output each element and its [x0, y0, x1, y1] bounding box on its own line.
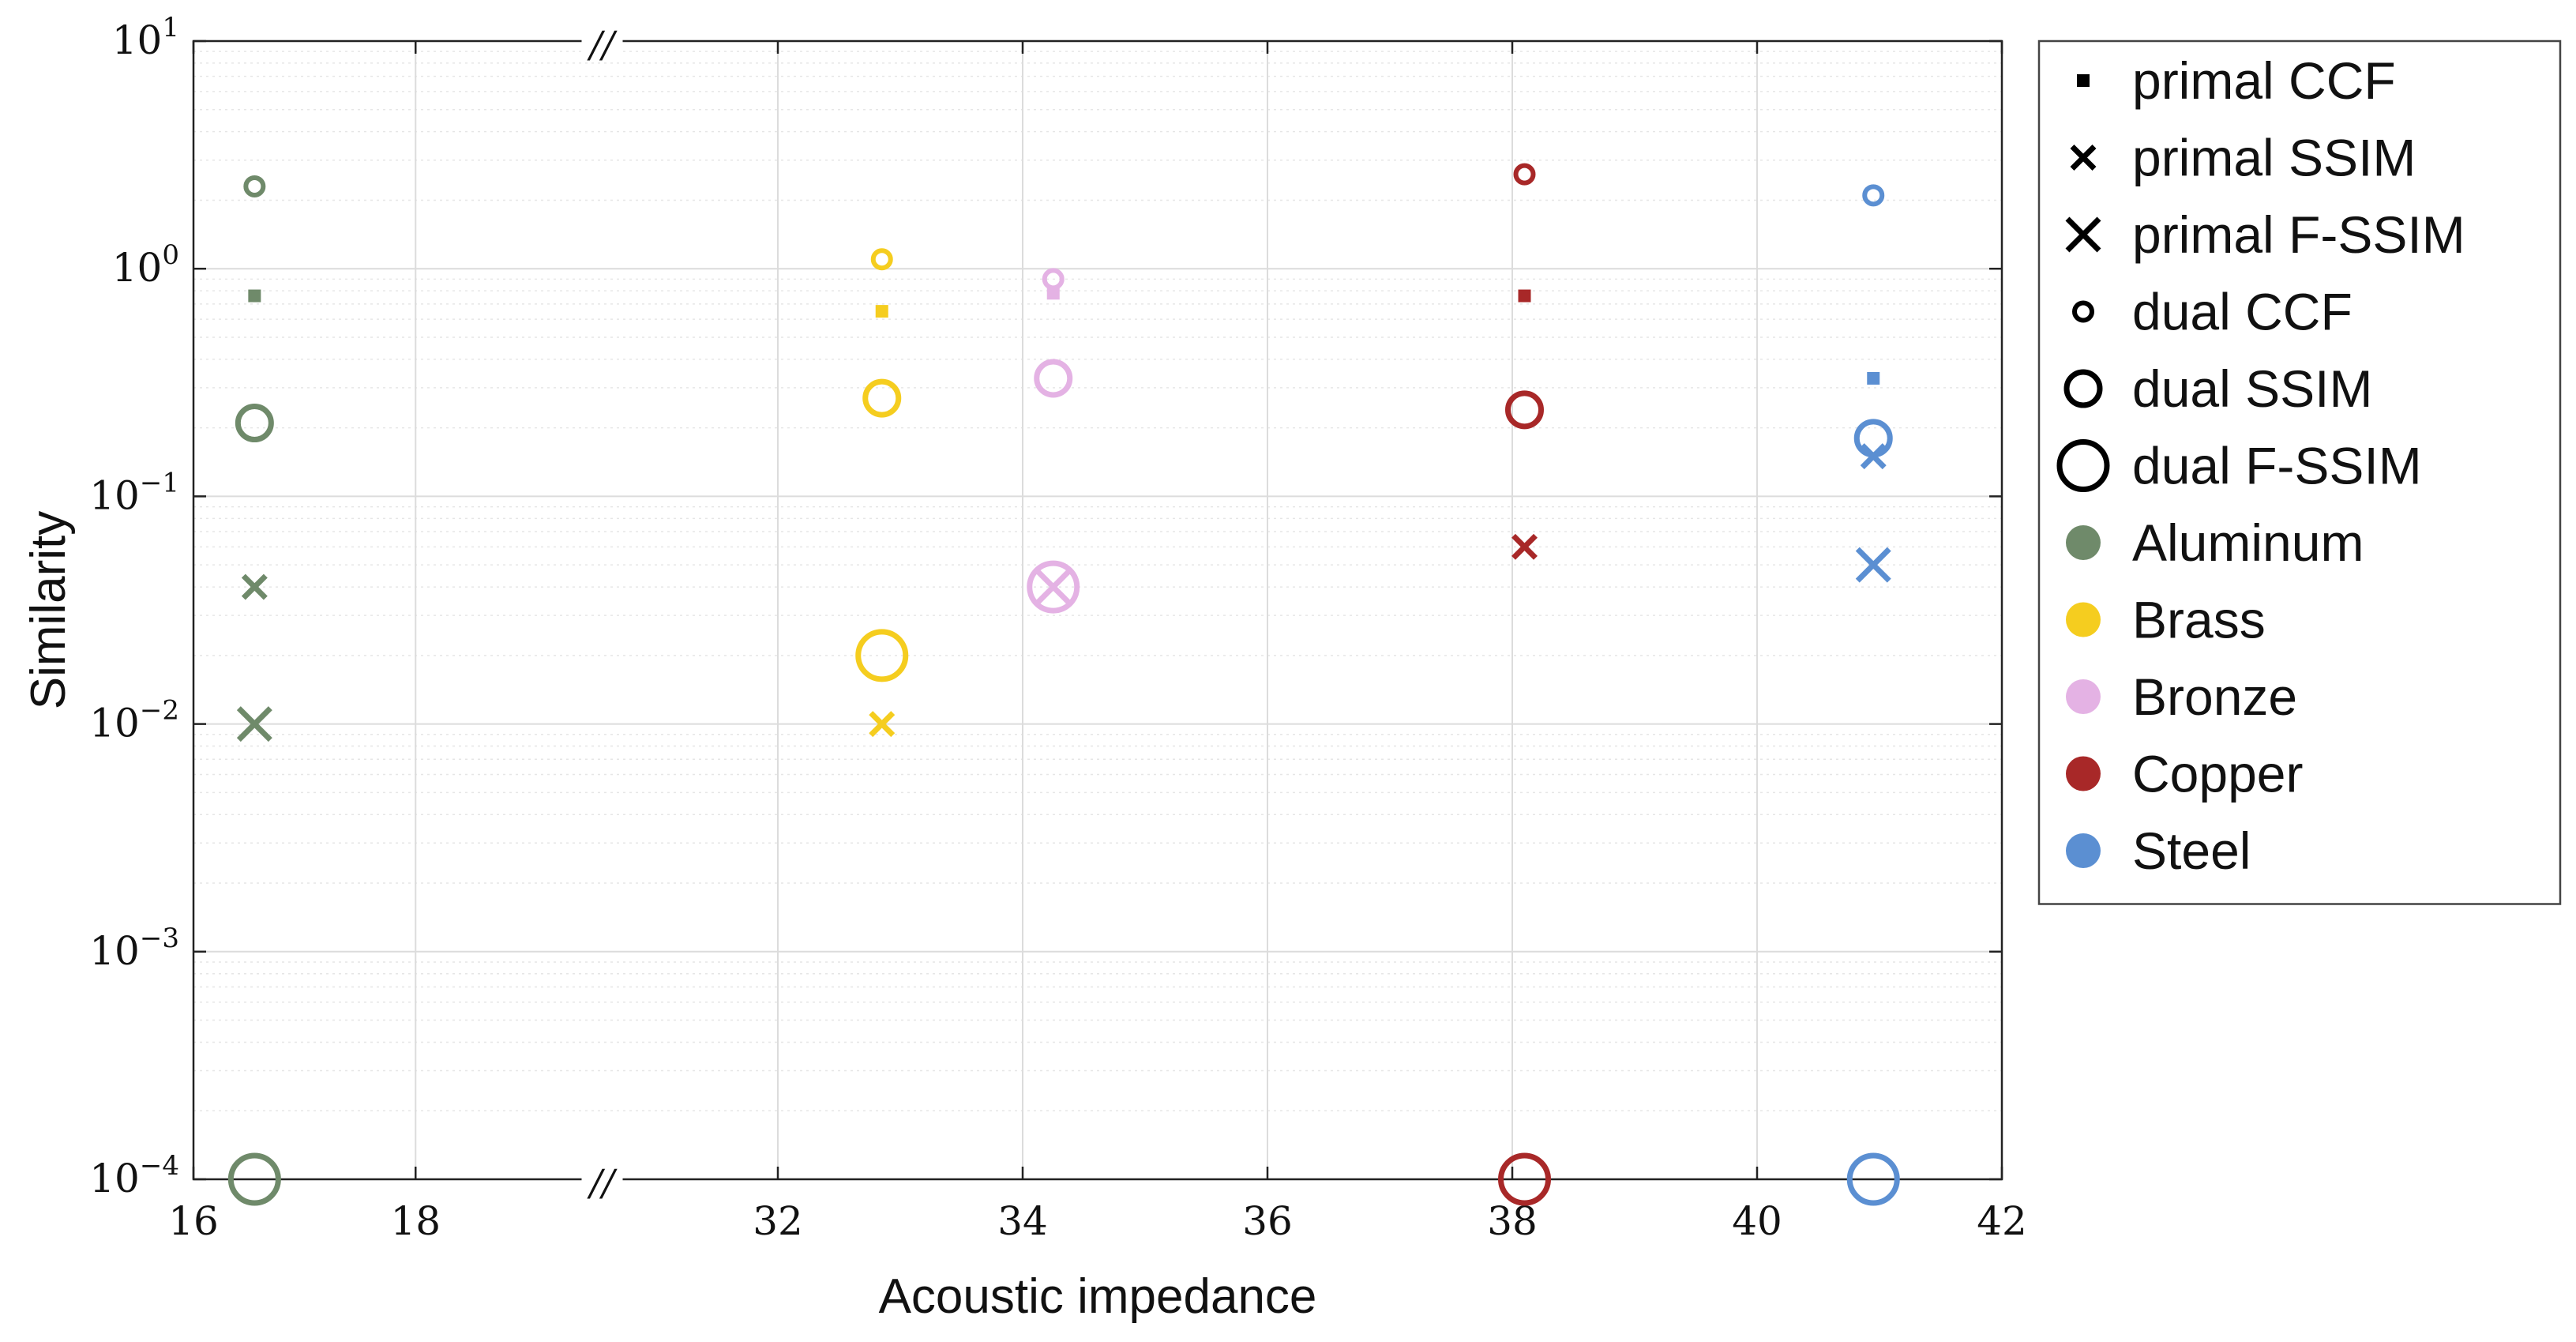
- legend-label: Copper: [2132, 745, 2303, 803]
- x-stroke: [1511, 533, 1538, 560]
- steel-primal-ccf-point: [1867, 371, 1880, 385]
- x-stroke: [1860, 443, 1887, 470]
- legend-swatch-steel: [2066, 833, 2101, 868]
- legend-label: Steel: [2132, 821, 2251, 880]
- legend-item-dual-ssim: dual SSIM: [2063, 359, 2372, 418]
- aluminum-dual-ccf-point: [243, 175, 266, 197]
- legend-label: Brass: [2132, 591, 2266, 649]
- x-tick-label: 16: [168, 1198, 219, 1244]
- y-tick-label: 10−3: [89, 923, 179, 974]
- legend-label: Aluminum: [2132, 513, 2364, 572]
- copper-primal-ccf-point: [1518, 289, 1531, 303]
- copper-primal-ssim-point: [1511, 533, 1538, 560]
- legend-label: dual CCF: [2132, 283, 2353, 341]
- aluminum-dual-fssim-point: [227, 1152, 281, 1206]
- legend-label: primal SSIM: [2132, 129, 2416, 187]
- legend-swatch-copper: [2066, 756, 2101, 791]
- legend-marker-primal-fssim: [2065, 216, 2101, 253]
- x-stroke: [2065, 216, 2101, 253]
- bronze-dual-ssim-point: [1034, 359, 1073, 398]
- x-stroke: [241, 573, 268, 600]
- bronze-primal-ccf-point: [1046, 287, 1060, 300]
- y-tick-label: 10−2: [89, 695, 179, 746]
- copper-dual-ssim-point: [1505, 390, 1544, 430]
- legend-marker-dual-ssim: [2063, 369, 2103, 408]
- legend-item-brass: Brass: [2066, 591, 2266, 649]
- legend-marker-primal-ssim: [2070, 145, 2097, 171]
- aluminum-dual-ssim-point: [235, 404, 274, 443]
- legend-swatch-bronze: [2066, 679, 2101, 714]
- x-stroke: [2070, 145, 2097, 171]
- axes-box: [192, 39, 2003, 1181]
- legend-label: Bronze: [2132, 667, 2297, 726]
- brass-primal-ssim-point: [869, 711, 896, 738]
- legend-item-steel: Steel: [2066, 821, 2251, 880]
- legend-item-primal-ssim: primal SSIM: [2070, 129, 2416, 187]
- minor-grid: [193, 51, 2002, 1111]
- x-tick-label: 42: [1977, 1198, 2027, 1244]
- legend: primal CCF primal SSIM primal F-SSIM dual C…: [2037, 39, 2562, 905]
- legend-label: primal F-SSIM: [2132, 205, 2465, 264]
- legend-swatch-aluminum: [2066, 525, 2101, 560]
- aluminum-primal-fssim-point: [236, 706, 272, 742]
- aluminum-primal-ccf-point: [248, 289, 261, 303]
- axis-break-marker-bottom: //: [587, 1161, 618, 1204]
- legend-item-primal-ccf: primal CCF: [2077, 51, 2396, 110]
- x-tick-label: 34: [997, 1198, 1048, 1244]
- bronze-primal-fssim-point: [1035, 569, 1072, 605]
- legend-item-aluminum: Aluminum: [2066, 513, 2364, 572]
- legend-item-dual-ccf: dual CCF: [2072, 283, 2353, 341]
- legend-marker-dual-fssim: [2056, 439, 2110, 492]
- x-stroke: [1855, 547, 1891, 583]
- x-stroke: [1035, 569, 1072, 605]
- brass-primal-ccf-point: [875, 305, 888, 318]
- legend-box: [2037, 39, 2562, 905]
- legend-marker-primal-ccf: [2077, 74, 2090, 87]
- axis-break-marker-top: //: [587, 23, 618, 66]
- bronze-dual-fssim-point: [1027, 560, 1080, 614]
- x-ticks: 16 18 32 34 36 38 40 42: [168, 41, 2027, 1244]
- x-axis-title: Acoustic impedance: [879, 1269, 1317, 1324]
- steel-dual-fssim-point: [1846, 1152, 1900, 1206]
- steel-primal-fssim-point: [1855, 547, 1891, 583]
- axis-break-gap: [581, 1167, 623, 1198]
- y-ticks: 10−4 10−3 10−2 10−1 100 101: [89, 12, 2002, 1201]
- legend-label: primal CCF: [2132, 51, 2396, 110]
- copper-dual-fssim-point: [1498, 1152, 1551, 1206]
- copper-dual-ccf-point: [1513, 163, 1536, 186]
- steel-primal-ssim-point: [1860, 443, 1887, 470]
- y-tick-label: 10−1: [89, 467, 179, 518]
- brass-dual-fssim-point: [855, 629, 909, 682]
- plot-area: [193, 41, 2002, 1179]
- legend-item-primal-fssim: primal F-SSIM: [2065, 205, 2465, 264]
- y-tick-label: 100: [112, 239, 179, 291]
- x-tick-label: 38: [1487, 1198, 1538, 1244]
- x-tick-label: 40: [1732, 1198, 1782, 1244]
- x-tick-label: 18: [390, 1198, 441, 1244]
- x-stroke: [869, 711, 896, 738]
- legend-label: dual F-SSIM: [2132, 437, 2422, 495]
- y-tick-label: 101: [112, 12, 179, 63]
- aluminum-primal-ssim-point: [241, 573, 268, 600]
- steel-dual-ccf-point: [1862, 184, 1885, 207]
- legend-label: dual SSIM: [2132, 359, 2372, 418]
- x-tick-label: 32: [753, 1198, 803, 1244]
- y-tick-label: 10−4: [89, 1150, 179, 1201]
- brass-dual-ccf-point: [870, 248, 893, 271]
- legend-item-copper: Copper: [2066, 745, 2303, 803]
- axis-break-gap: [581, 28, 623, 60]
- legend-item-dual-fssim: dual F-SSIM: [2056, 437, 2422, 495]
- brass-dual-ssim-point: [862, 378, 902, 418]
- legend-swatch-brass: [2066, 602, 2101, 637]
- x-tick-label: 36: [1242, 1198, 1293, 1244]
- data-points: [227, 163, 1900, 1206]
- legend-marker-dual-ccf: [2072, 300, 2094, 323]
- y-axis-title: Similarity: [21, 511, 76, 709]
- legend-item-bronze: Bronze: [2066, 667, 2297, 726]
- x-stroke: [236, 706, 272, 742]
